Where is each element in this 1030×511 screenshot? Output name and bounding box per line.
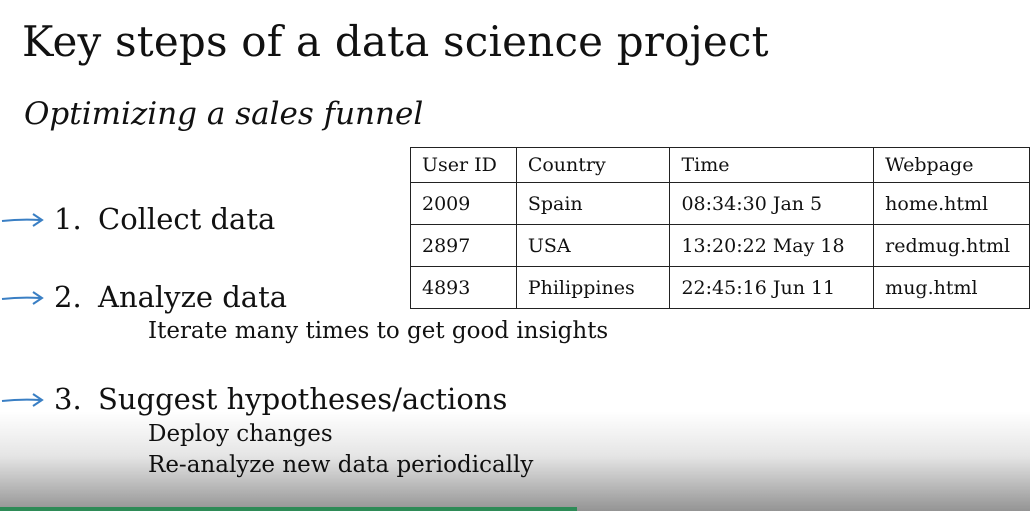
table-cell: home.html xyxy=(873,182,1030,225)
arrow-icon xyxy=(1,393,44,407)
video-progress-bar[interactable] xyxy=(0,507,577,511)
step-3-detail: Re-analyze new data periodically xyxy=(148,452,534,478)
table-row: 2897 USA 13:20:22 May 18 redmug.html xyxy=(410,224,1030,267)
step-3-detail: Deploy changes xyxy=(148,421,333,447)
table-cell: Philippines xyxy=(515,266,671,309)
table-cell: Spain xyxy=(515,182,671,225)
arrow-icon xyxy=(1,213,44,227)
table-cell: 4893 xyxy=(410,266,517,309)
table-row: 2009 Spain 08:34:30 Jan 5 home.html xyxy=(410,182,1030,225)
step-2-number: 2. xyxy=(54,280,82,314)
column-header: User ID xyxy=(410,147,517,183)
table-cell: 2009 xyxy=(410,182,517,225)
slide-title: Key steps of a data science project xyxy=(22,17,769,66)
slide-subtitle: Optimizing a sales funnel xyxy=(24,96,424,132)
step-3-label: Suggest hypotheses/actions xyxy=(98,382,508,416)
step-2-detail: Iterate many times to get good insights xyxy=(148,318,609,344)
data-table: User ID Country Time Webpage 2009 Spain … xyxy=(410,147,1030,309)
column-header: Time xyxy=(669,147,875,183)
step-3-number: 3. xyxy=(54,382,82,416)
table-cell: redmug.html xyxy=(873,224,1030,267)
table-cell: mug.html xyxy=(873,266,1030,309)
step-3: 3. Suggest hypotheses/actions xyxy=(54,381,507,417)
table-cell: 13:20:22 May 18 xyxy=(669,224,875,267)
table-cell: 08:34:30 Jan 5 xyxy=(669,182,875,225)
step-1: 1. Collect data xyxy=(54,201,275,237)
arrow-icon xyxy=(1,291,44,305)
table-cell: 22:45:16 Jun 11 xyxy=(669,266,875,309)
table-header-row: User ID Country Time Webpage xyxy=(410,147,1030,183)
step-1-label: Collect data xyxy=(98,202,276,236)
step-2: 2. Analyze data xyxy=(54,279,287,315)
table-row: 4893 Philippines 22:45:16 Jun 11 mug.htm… xyxy=(410,266,1030,309)
step-2-label: Analyze data xyxy=(98,280,288,314)
column-header: Webpage xyxy=(873,147,1030,183)
table-cell: USA xyxy=(515,224,671,267)
column-header: Country xyxy=(515,147,671,183)
step-1-number: 1. xyxy=(54,202,82,236)
table-cell: 2897 xyxy=(410,224,517,267)
